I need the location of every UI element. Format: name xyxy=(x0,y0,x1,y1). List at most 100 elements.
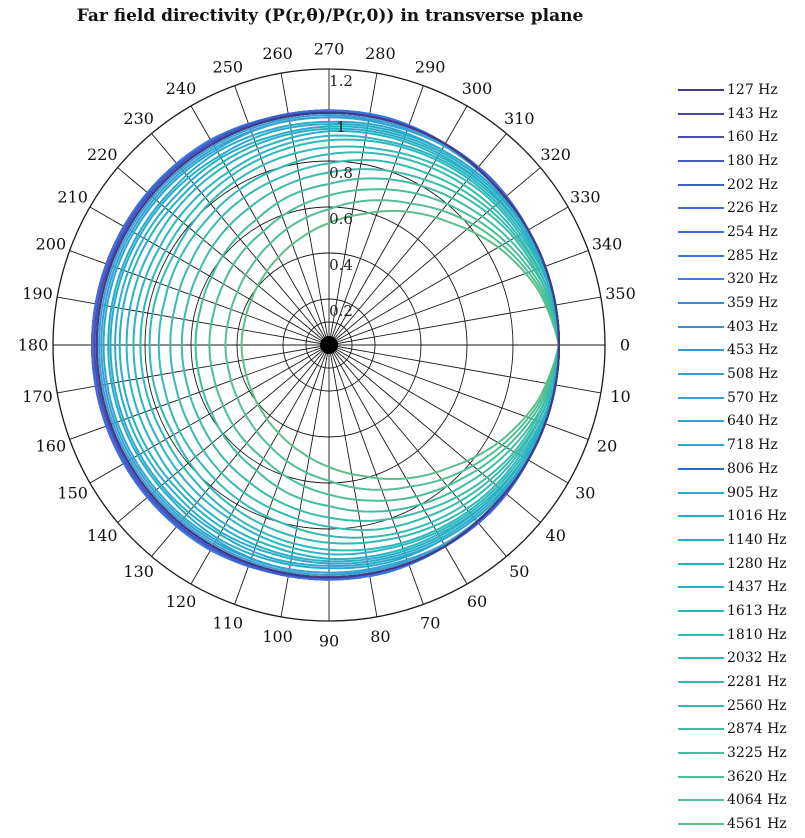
legend-label: 180 Hz xyxy=(727,152,778,169)
r-tick-labels: 0.2 0.4 0.6 0.8 1 1.2 xyxy=(329,72,353,320)
legend-swatch xyxy=(678,775,724,778)
theta-tick-label: 300 xyxy=(462,79,493,98)
legend-label: 1016 Hz xyxy=(727,508,787,525)
legend-label: 143 Hz xyxy=(727,105,778,122)
theta-tick-label: 180 xyxy=(18,336,49,355)
legend-item: 806 Hz xyxy=(678,457,805,481)
theta-tick-label: 240 xyxy=(166,79,197,98)
theta-tick-label: 330 xyxy=(570,188,601,207)
series-line xyxy=(240,209,560,481)
legend-item: 3620 Hz xyxy=(678,765,805,789)
legend-swatch xyxy=(678,373,724,376)
legend-swatch xyxy=(678,728,724,731)
series-line xyxy=(95,111,560,579)
legend-label: 359 Hz xyxy=(727,295,778,312)
legend-swatch xyxy=(678,325,724,328)
legend: 127 Hz 143 Hz 160 Hz 180 Hz 202 Hz 226 Hz 254 … xyxy=(678,78,805,836)
legend-item: 570 Hz xyxy=(678,386,805,410)
chart-title: Far field directivity (P(r,θ)/P(r,0)) in… xyxy=(76,6,584,26)
legend-swatch xyxy=(678,538,724,541)
series-line xyxy=(98,114,560,576)
legend-label: 320 Hz xyxy=(727,271,778,288)
theta-tick-label: 0 xyxy=(620,336,630,355)
legend-item: 905 Hz xyxy=(678,481,805,505)
r-tick-label: 0.2 xyxy=(329,302,353,320)
legend-label: 2032 Hz xyxy=(727,650,787,667)
series-layer xyxy=(91,109,560,581)
legend-label: 2281 Hz xyxy=(727,674,787,691)
legend-item: 1810 Hz xyxy=(678,623,805,647)
theta-tick-label: 40 xyxy=(546,526,566,545)
polar-plot: 0 10 20 30 40 50 60 70 80 90 100 110 120 130 140 150 160… xyxy=(18,40,636,651)
legend-label: 508 Hz xyxy=(727,366,778,383)
theta-tick-label: 260 xyxy=(262,44,293,63)
legend-item: 640 Hz xyxy=(678,410,805,434)
polar-grid xyxy=(52,68,606,622)
legend-swatch xyxy=(678,420,724,423)
series-line xyxy=(208,188,560,502)
series-line xyxy=(169,159,560,531)
legend-swatch xyxy=(678,112,724,115)
legend-swatch xyxy=(678,491,724,494)
legend-item: 2874 Hz xyxy=(678,718,805,742)
theta-tick-label: 190 xyxy=(22,284,53,303)
theta-tick-label: 90 xyxy=(319,632,339,651)
legend-label: 1437 Hz xyxy=(727,579,787,596)
r-tick-label: 0.8 xyxy=(329,164,353,182)
center-dot xyxy=(320,336,338,354)
legend-swatch xyxy=(678,752,724,755)
theta-tick-label: 20 xyxy=(597,437,617,456)
legend-label: 3225 Hz xyxy=(727,745,787,762)
legend-item: 508 Hz xyxy=(678,362,805,386)
legend-label: 640 Hz xyxy=(727,413,778,430)
legend-item: 226 Hz xyxy=(678,196,805,220)
legend-label: 127 Hz xyxy=(727,81,778,98)
theta-tick-label: 350 xyxy=(605,284,636,303)
series-line xyxy=(125,129,560,561)
legend-swatch xyxy=(678,254,724,257)
legend-swatch xyxy=(678,681,724,684)
series-line xyxy=(139,138,560,552)
theta-tick-label: 60 xyxy=(467,592,487,611)
legend-label: 1280 Hz xyxy=(727,555,787,572)
legend-label: 2560 Hz xyxy=(727,697,787,714)
legend-swatch xyxy=(678,515,724,518)
legend-label: 403 Hz xyxy=(727,318,778,335)
legend-item: 3225 Hz xyxy=(678,741,805,765)
legend-swatch xyxy=(678,349,724,352)
series-line xyxy=(180,168,560,522)
r-tick-label: 1.2 xyxy=(329,72,353,90)
series-line xyxy=(194,177,560,513)
legend-item: 320 Hz xyxy=(678,268,805,292)
series-line xyxy=(118,127,560,563)
theta-tick-label: 170 xyxy=(22,387,53,406)
legend-label: 285 Hz xyxy=(727,247,778,264)
theta-tick-label: 280 xyxy=(365,44,396,63)
legend-item: 403 Hz xyxy=(678,315,805,339)
theta-tick-label: 100 xyxy=(262,627,293,646)
legend-item: 127 Hz xyxy=(678,78,805,102)
theta-tick-label: 140 xyxy=(87,526,118,545)
theta-tick-label: 10 xyxy=(610,387,630,406)
legend-item: 4561 Hz xyxy=(678,812,805,836)
theta-tick-label: 110 xyxy=(213,614,244,633)
theta-tick-label: 310 xyxy=(504,109,535,128)
legend-item: 1613 Hz xyxy=(678,599,805,623)
legend-swatch xyxy=(678,444,724,447)
theta-tick-label: 230 xyxy=(123,109,154,128)
legend-swatch xyxy=(678,230,724,233)
legend-label: 3620 Hz xyxy=(727,768,787,785)
series-line xyxy=(107,120,560,570)
legend-swatch xyxy=(678,704,724,707)
series-line xyxy=(132,134,560,556)
legend-swatch xyxy=(678,633,724,636)
legend-label: 905 Hz xyxy=(727,484,778,501)
legend-label: 1810 Hz xyxy=(727,626,787,643)
legend-item: 1140 Hz xyxy=(678,528,805,552)
legend-swatch xyxy=(678,586,724,589)
legend-label: 4561 Hz xyxy=(727,816,787,833)
legend-label: 806 Hz xyxy=(727,460,778,477)
legend-item: 285 Hz xyxy=(678,244,805,268)
theta-tick-label: 30 xyxy=(575,484,595,503)
legend-label: 1613 Hz xyxy=(727,602,787,619)
